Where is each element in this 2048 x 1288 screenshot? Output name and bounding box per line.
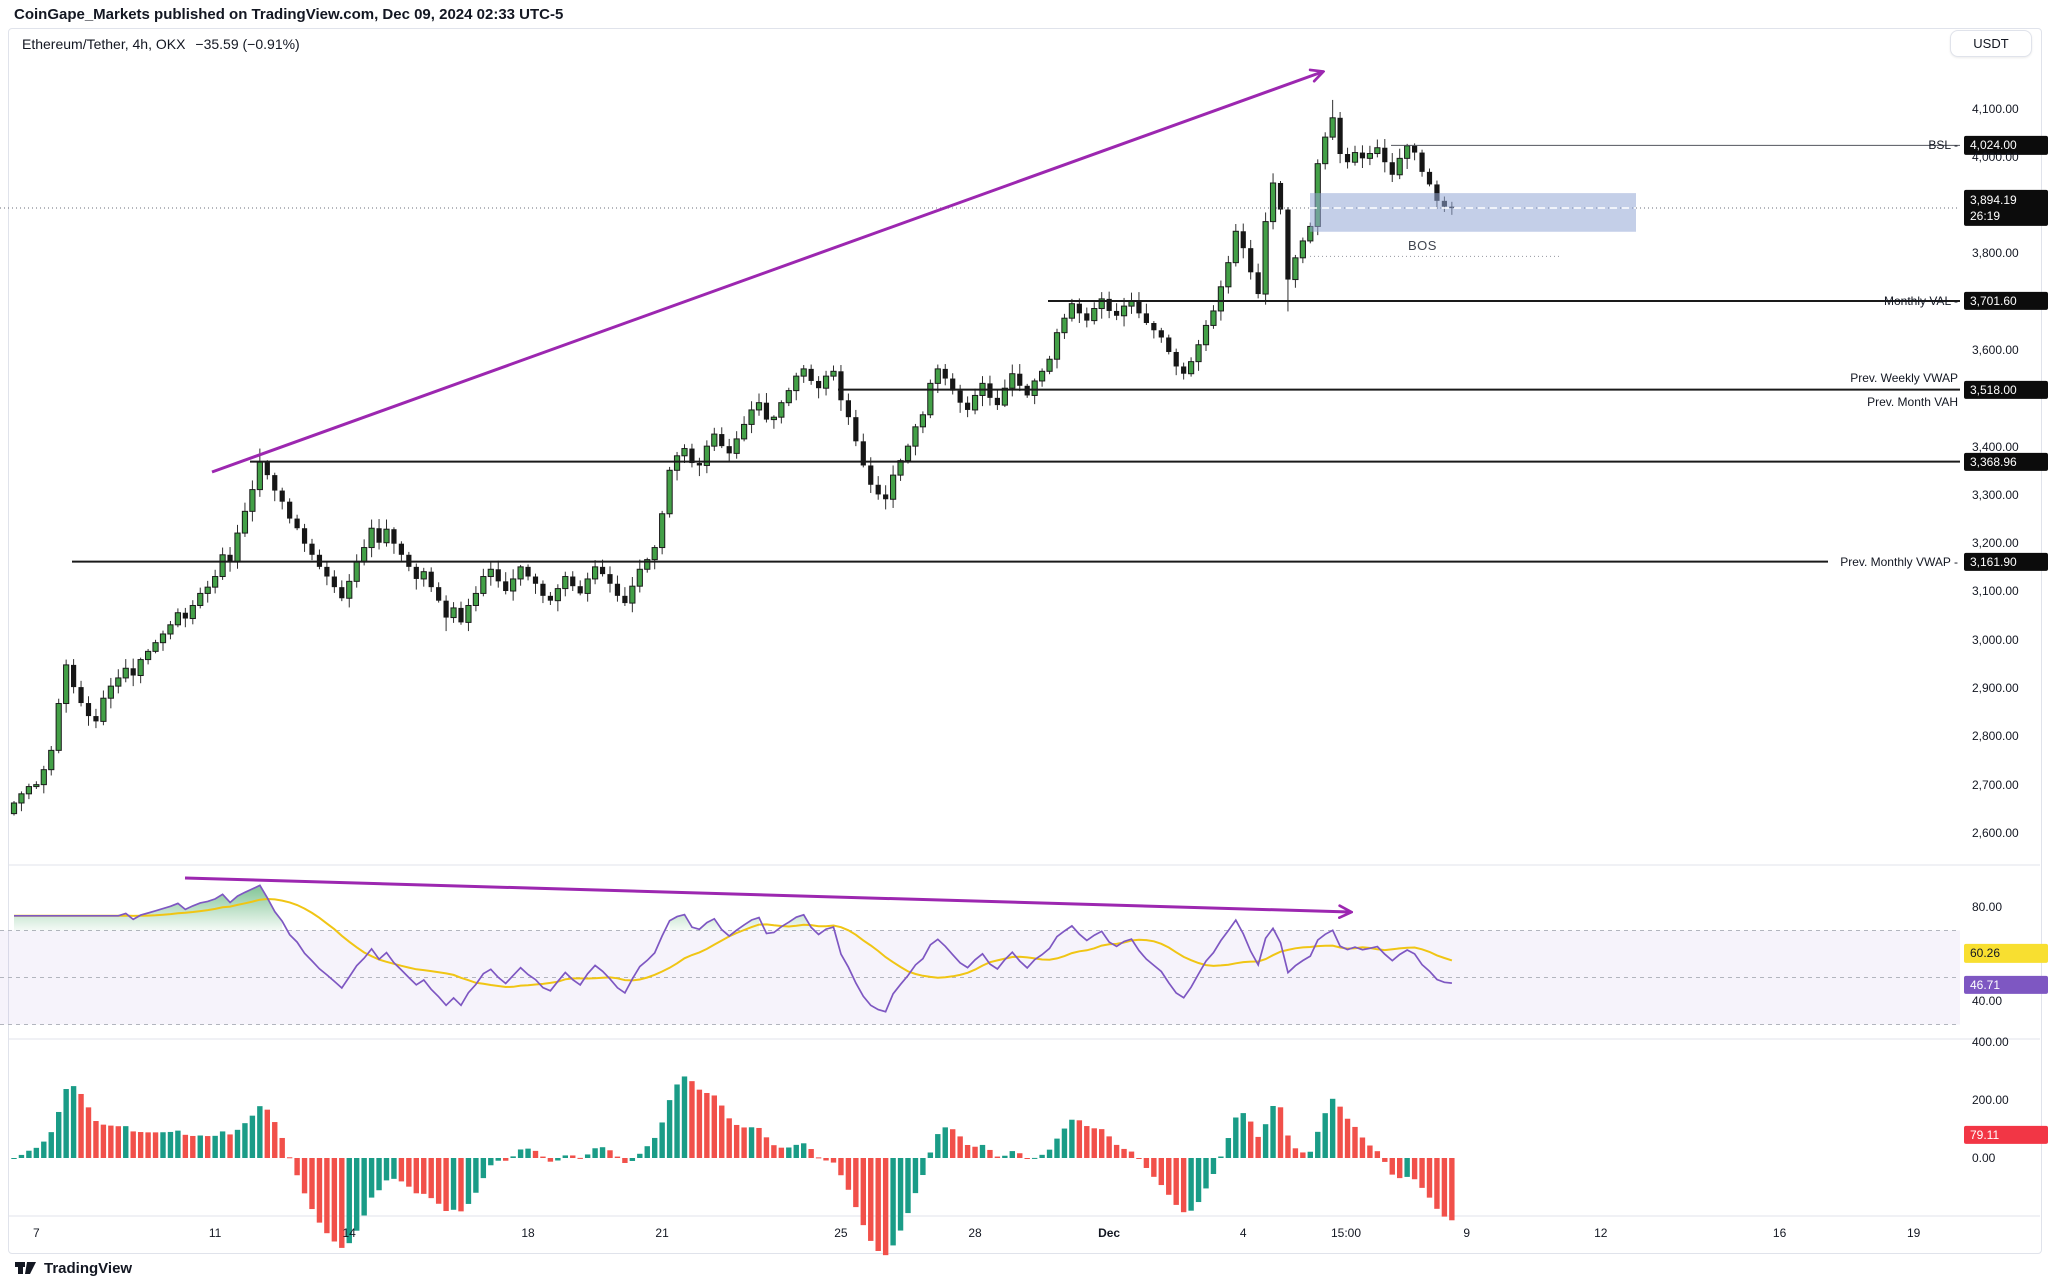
- price-level-label: Prev. Weekly VWAP: [1850, 370, 1958, 385]
- time-axis-tick: 9: [1463, 1226, 1471, 1240]
- price-level-label: Monthly VAL -: [1883, 293, 1958, 308]
- time-axis-tick: Dec: [1098, 1226, 1121, 1240]
- tradingview-attribution[interactable]: TradingView: [14, 1256, 132, 1280]
- rsi-value-chip: 60.26: [1964, 944, 2048, 963]
- rsi-axis-tick: 80.00: [1972, 900, 2003, 914]
- price-axis-tick: 2,600.00: [1972, 825, 2019, 840]
- price-axis-tick: 4,000.00: [1972, 149, 2019, 164]
- price-level-chip: 3,161.90: [1964, 552, 2048, 571]
- price-level-label: BSL -: [1928, 138, 1958, 153]
- price-level-chip: 3,368.96: [1964, 452, 2048, 471]
- tradingview-wordmark: TradingView: [44, 1259, 133, 1277]
- currency-toggle-button[interactable]: USDT: [1950, 30, 2032, 57]
- attribution-text: CoinGape_Markets published on TradingVie…: [14, 6, 564, 23]
- time-axis-tick: 16: [1772, 1226, 1787, 1240]
- price-level-label: Prev. Monthly VWAP -: [1840, 554, 1958, 569]
- time-axis-tick: 12: [1594, 1226, 1608, 1240]
- tradingview-logo-icon: [15, 1262, 36, 1274]
- time-axis-tick: 11: [208, 1226, 222, 1240]
- macd-axis-tick: 400.00: [1972, 1035, 2009, 1049]
- price-level-chip: 3,518.00: [1964, 380, 2048, 399]
- bos-label: BOS: [1408, 238, 1437, 253]
- time-axis-tick: 15:00: [1330, 1226, 1362, 1240]
- time-axis-tick: 25: [834, 1226, 848, 1240]
- price-axis-tick: 3,800.00: [1972, 246, 2019, 261]
- time-axis-tick: 19: [1907, 1226, 1921, 1240]
- chart-frame: [8, 28, 2042, 1254]
- current-price-chip: 3,894.19 26:19: [1964, 189, 2048, 227]
- symbol-title: Ethereum/Tether, 4h, OKX −35.59 (−0.91%): [22, 36, 300, 52]
- price-axis-tick: 3,400.00: [1972, 439, 2019, 454]
- price-axis-tick: 3,000.00: [1972, 632, 2019, 647]
- macd-axis-tick: 200.00: [1972, 1093, 2009, 1107]
- price-axis-tick: 3,100.00: [1972, 584, 2019, 599]
- symbol-change: −35.59 (−0.91%): [195, 36, 300, 52]
- price-level-label: Prev. Month VAH: [1867, 394, 1958, 409]
- time-axis-tick: 21: [655, 1226, 669, 1240]
- time-axis-tick: 4: [1239, 1226, 1247, 1240]
- price-axis-tick: 2,800.00: [1972, 729, 2019, 744]
- price-axis-tick: 3,300.00: [1972, 487, 2019, 502]
- price-level-chip: 3,701.60: [1964, 291, 2048, 311]
- time-axis-tick: 18: [521, 1226, 535, 1240]
- price-level-chip: 4,024.00: [1964, 136, 2048, 155]
- macd-value-chip: 79.11: [1964, 1125, 2048, 1145]
- price-axis-tick: 3,600.00: [1972, 343, 2019, 358]
- rsi-axis-tick: 40.00: [1972, 994, 2003, 1008]
- macd-axis-tick: 0.00: [1972, 1151, 1996, 1165]
- time-axis-tick: 28: [968, 1226, 982, 1240]
- price-axis-tick: 3,200.00: [1972, 536, 2019, 551]
- price-axis-tick: 4,100.00: [1972, 101, 2019, 116]
- time-axis-tick: 7: [32, 1226, 40, 1240]
- price-axis-tick: 2,900.00: [1972, 681, 2019, 696]
- time-axis-tick: 14: [342, 1226, 356, 1240]
- rsi-value-chip: 46.71: [1964, 976, 2048, 995]
- symbol-name: Ethereum/Tether, 4h, OKX: [22, 36, 186, 52]
- price-axis-tick: 2,700.00: [1972, 777, 2019, 792]
